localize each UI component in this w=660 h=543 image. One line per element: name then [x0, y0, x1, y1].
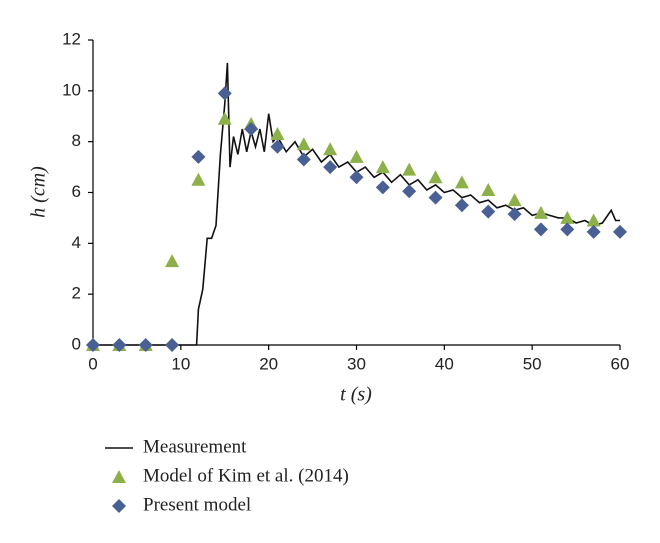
diamond-marker	[270, 139, 285, 154]
y-tick-label: 4	[72, 233, 81, 252]
legend-symbol	[112, 470, 126, 483]
x-tick-label: 40	[435, 354, 454, 373]
y-tick-label: 8	[72, 131, 81, 150]
diamond-marker	[138, 338, 153, 352]
x-axis-label: t (s)	[340, 384, 372, 406]
diamond-marker	[428, 190, 443, 205]
legend-label: Measurement	[143, 436, 247, 457]
y-axis-label: h (cm)	[28, 166, 50, 218]
x-tick-label: 50	[523, 354, 542, 373]
triangle-marker	[533, 205, 548, 219]
diamond-marker	[454, 198, 469, 213]
y-tick-label: 6	[72, 182, 81, 201]
diamond-marker	[560, 222, 575, 237]
diamond-marker	[296, 152, 311, 167]
triangle-marker	[402, 162, 417, 176]
triangle-marker	[454, 175, 469, 189]
y-tick-label: 10	[62, 80, 81, 99]
triangle-marker	[165, 254, 180, 268]
diamond-marker	[402, 184, 417, 199]
diamond-marker	[112, 338, 127, 352]
y-tick-label: 0	[72, 334, 81, 353]
diamond-marker	[586, 224, 601, 239]
diamond-marker	[191, 149, 206, 164]
diamond-marker	[507, 207, 522, 222]
triangle-marker	[296, 137, 311, 151]
diamond-marker	[375, 180, 390, 195]
diamond-marker	[323, 160, 338, 175]
legend-label: Model of Kim et al. (2014)	[143, 465, 349, 486]
triangle-marker	[375, 160, 390, 174]
legend-label: Present model	[143, 494, 251, 515]
x-tick-label: 60	[611, 354, 630, 373]
diamond-marker	[244, 121, 259, 136]
triangle-marker	[323, 142, 338, 156]
x-tick-label: 30	[347, 354, 366, 373]
triangle-marker	[270, 127, 285, 141]
measurement-line	[93, 62, 620, 346]
y-tick-label: 12	[62, 29, 81, 48]
triangle-marker	[217, 111, 232, 125]
x-tick-label: 20	[259, 354, 278, 373]
diamond-marker	[165, 338, 180, 352]
triangle-marker	[481, 182, 496, 196]
legend-symbol	[112, 499, 126, 513]
diamond-marker	[217, 86, 232, 101]
diamond-marker	[481, 204, 496, 219]
triangle-marker	[191, 172, 206, 186]
x-tick-label: 10	[171, 354, 190, 373]
diamond-marker	[86, 338, 100, 352]
triangle-marker	[586, 213, 601, 227]
y-tick-label: 2	[72, 284, 81, 303]
diamond-marker	[533, 222, 548, 237]
diamond-marker	[349, 170, 364, 185]
x-tick-label: 0	[88, 354, 97, 373]
triangle-marker	[560, 210, 575, 224]
triangle-marker	[349, 149, 364, 163]
diamond-marker	[613, 224, 627, 239]
triangle-marker	[507, 193, 522, 207]
triangle-marker	[428, 170, 443, 184]
